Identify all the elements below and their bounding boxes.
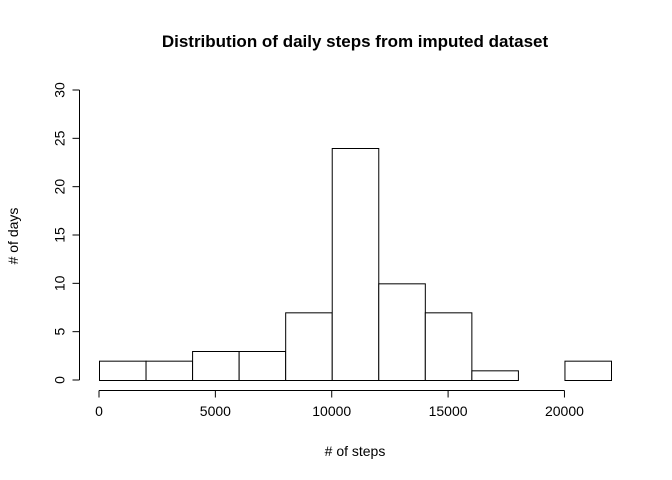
chart-title: Distribution of daily steps from imputed… — [162, 32, 549, 51]
y-axis: 0 5 10 15 20 25 30 — [52, 82, 80, 384]
x-tick-label: 5000 — [200, 403, 231, 419]
x-tick-label: 0 — [95, 403, 103, 419]
y-tick-label: 10 — [52, 275, 68, 291]
x-axis: 0 5000 10000 15000 20000 — [95, 390, 584, 419]
histogram-bar — [99, 360, 147, 381]
histogram-bar — [378, 283, 426, 382]
y-tick-label: 5 — [52, 328, 68, 336]
y-tick-label: 25 — [52, 130, 68, 146]
y-tick-label: 20 — [52, 179, 68, 195]
x-tick-label: 15000 — [429, 403, 468, 419]
histogram-bar — [424, 312, 473, 382]
y-axis-label: # of days — [5, 208, 21, 265]
histogram-bar — [331, 148, 380, 381]
y-tick-label: 0 — [52, 376, 68, 384]
x-tick-label: 10000 — [312, 403, 351, 419]
y-tick-label: 15 — [52, 227, 68, 243]
histogram-bar — [145, 360, 194, 381]
y-tick-label: 30 — [52, 82, 68, 98]
histogram-bar — [238, 351, 287, 381]
histogram-bar — [564, 360, 612, 381]
histogram-bar — [471, 370, 519, 382]
histogram-bar — [285, 312, 333, 382]
x-axis-label: # of steps — [325, 443, 386, 459]
histogram-bar — [192, 351, 240, 381]
x-tick-label: 20000 — [545, 403, 584, 419]
bars-group — [99, 148, 612, 382]
